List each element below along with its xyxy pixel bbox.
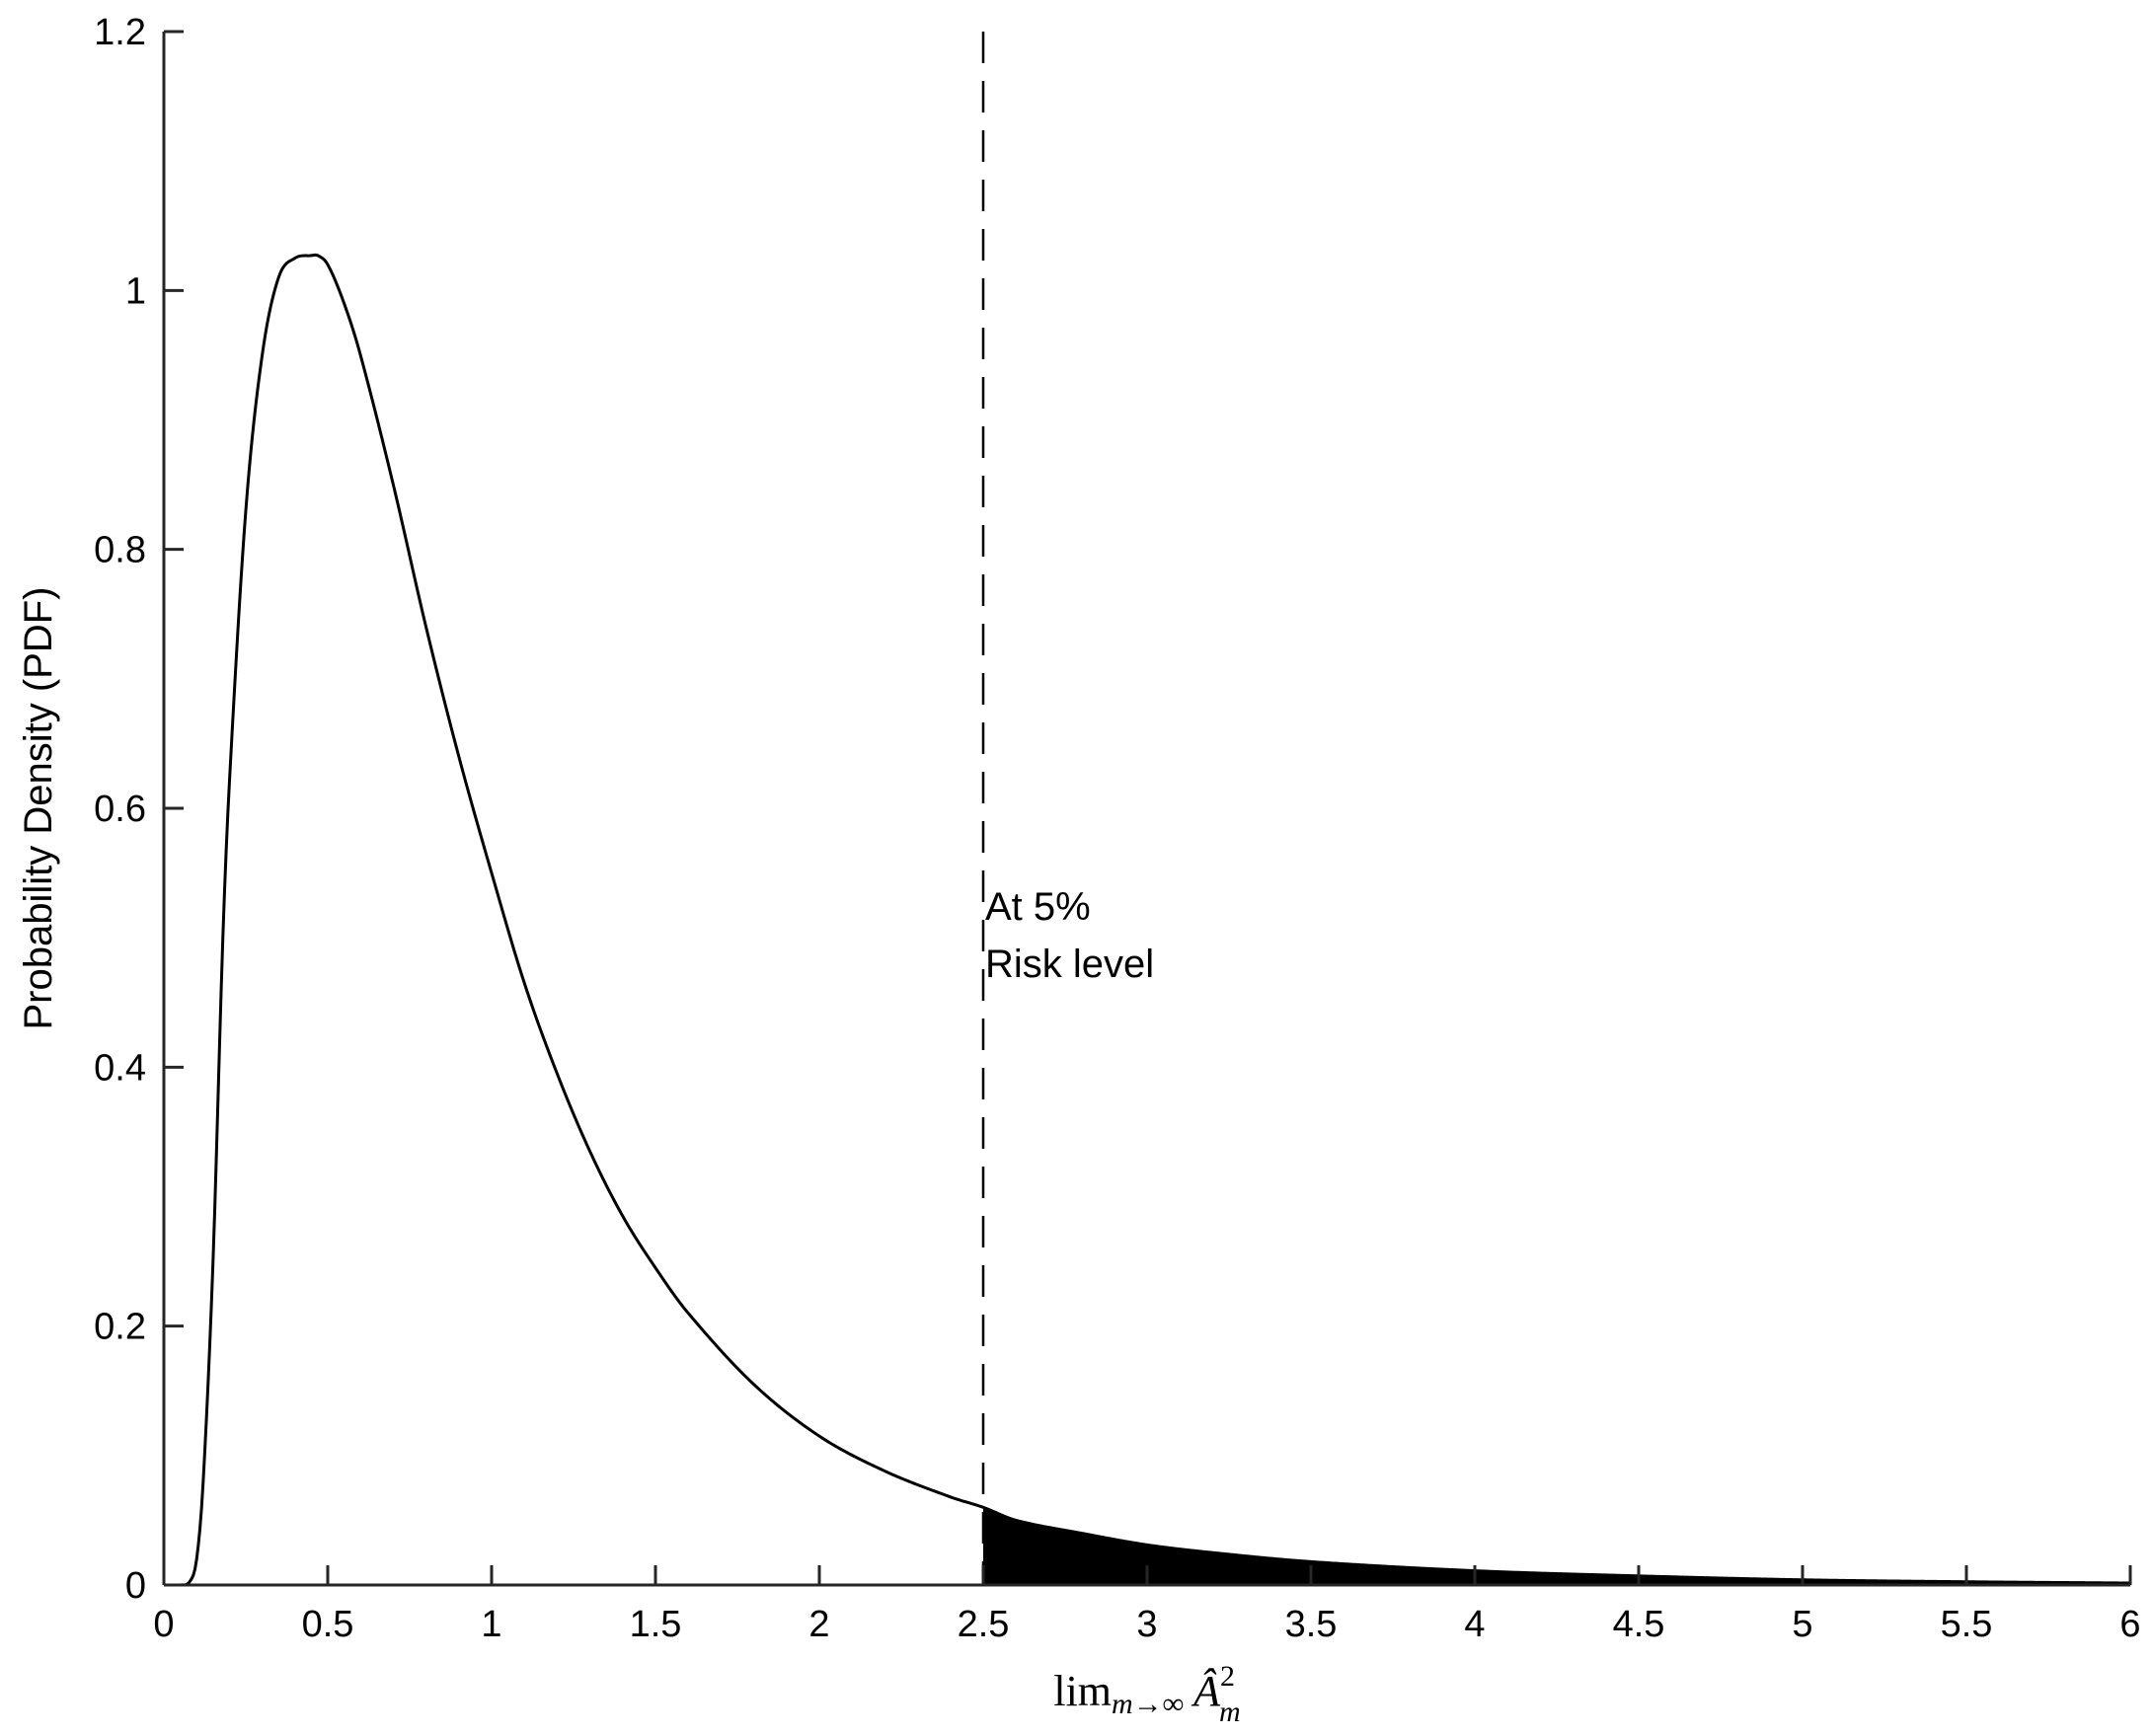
x-tick-label: 2 (808, 1604, 829, 1645)
x-tick-label: 1 (481, 1604, 501, 1645)
y-axis-label: Probability Density (PDF) (17, 586, 60, 1029)
annotation-line-1: At 5% (985, 885, 1091, 929)
y-tick-label: 0 (125, 1565, 146, 1607)
y-tick-label: 0.6 (94, 789, 146, 830)
x-axis-label-lim: lim (1053, 1667, 1112, 1715)
shaded-tail-region (983, 1507, 2130, 1585)
x-tick-label: 4.5 (1613, 1604, 1665, 1645)
x-tick-label: 0.5 (302, 1604, 354, 1645)
x-tick-label: 4 (1464, 1604, 1485, 1645)
x-tick-label: 3 (1136, 1604, 1157, 1645)
y-tick-label: 1 (125, 270, 146, 312)
x-axis-label-var-sub: m (1219, 1696, 1241, 1728)
y-tick-label: 0.2 (94, 1307, 146, 1348)
x-axis-label-lim-sub: m→∞ (1112, 1688, 1184, 1720)
y-tick-label: 0.8 (94, 530, 146, 571)
x-axis-label: limm→∞ Â2 m (1053, 1660, 1240, 1728)
x-tick-label: 3.5 (1285, 1604, 1338, 1645)
x-axis-ticks: 0 0.5 1 1.5 2 2.5 3 3.5 4 4.5 5 5.5 6 (153, 1565, 2141, 1645)
x-tick-label: 2.5 (958, 1604, 1010, 1645)
x-axis-label-var: Â (1191, 1667, 1221, 1715)
x-tick-label: 0 (153, 1604, 174, 1645)
y-tick-label: 0.4 (94, 1047, 146, 1089)
x-tick-label: 6 (2119, 1604, 2140, 1645)
x-tick-label: 1.5 (630, 1604, 682, 1645)
x-tick-label: 5.5 (1941, 1604, 1993, 1645)
annotation-line-2: Risk level (985, 943, 1154, 986)
y-axis-ticks: 0 0.2 0.4 0.6 0.8 1 1.2 (94, 12, 184, 1607)
x-tick-label: 5 (1792, 1604, 1812, 1645)
x-axis-label-var-sup: 2 (1220, 1660, 1235, 1693)
y-tick-label: 1.2 (94, 12, 146, 53)
